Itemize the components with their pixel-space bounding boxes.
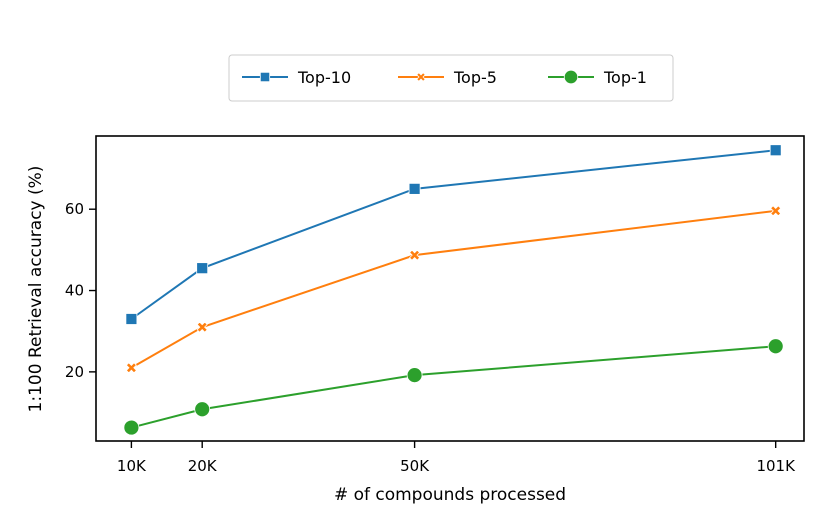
legend-label-top-5: Top-5 — [453, 68, 497, 87]
data-point-top-1 — [767, 338, 784, 355]
series-layer — [123, 144, 784, 436]
legend-marker-top-10 — [259, 71, 271, 83]
x-tick-label: 101K — [756, 457, 796, 475]
x-axis: 10K 20K 50K 101K — [117, 441, 796, 475]
x-axis-title: # of compounds processed — [334, 485, 566, 505]
legend-marker-top-1 — [563, 69, 579, 85]
y-tick-label: 60 — [65, 200, 84, 218]
y-axis: 20 40 60 — [65, 200, 96, 381]
series-line-top-5 — [130, 209, 776, 369]
x-tick-label: 10K — [117, 457, 147, 475]
y-tick-label: 40 — [65, 282, 84, 300]
series-line-top-10 — [130, 149, 776, 320]
data-point-top-10 — [769, 144, 782, 157]
data-point-top-10 — [125, 313, 138, 325]
data-point-top-1 — [123, 419, 140, 436]
y-axis-title: 1:100 Retrieval accuracy (%) — [26, 166, 46, 413]
legend-label-top-1: Top-1 — [603, 68, 647, 87]
x-tick-label: 20K — [188, 457, 218, 475]
legend-marker-top-5 — [416, 72, 426, 82]
legend-frame — [228, 54, 674, 102]
plot-area — [95, 135, 805, 442]
legend-label-top-10: Top-10 — [297, 68, 351, 87]
series-line-top-1 — [131, 345, 776, 429]
legend: Top-10 Top-5 Top-1 — [228, 54, 674, 102]
data-point-top-5 — [125, 362, 137, 374]
data-point-top-5 — [770, 205, 782, 217]
data-point-top-10 — [408, 182, 421, 195]
y-tick-label: 20 — [65, 363, 84, 381]
data-point-top-10 — [196, 262, 209, 275]
x-tick-label: 50K — [400, 457, 430, 475]
data-point-top-1 — [194, 401, 211, 418]
data-point-top-1 — [406, 367, 423, 384]
data-point-top-5 — [409, 249, 421, 261]
data-point-top-5 — [196, 321, 208, 333]
